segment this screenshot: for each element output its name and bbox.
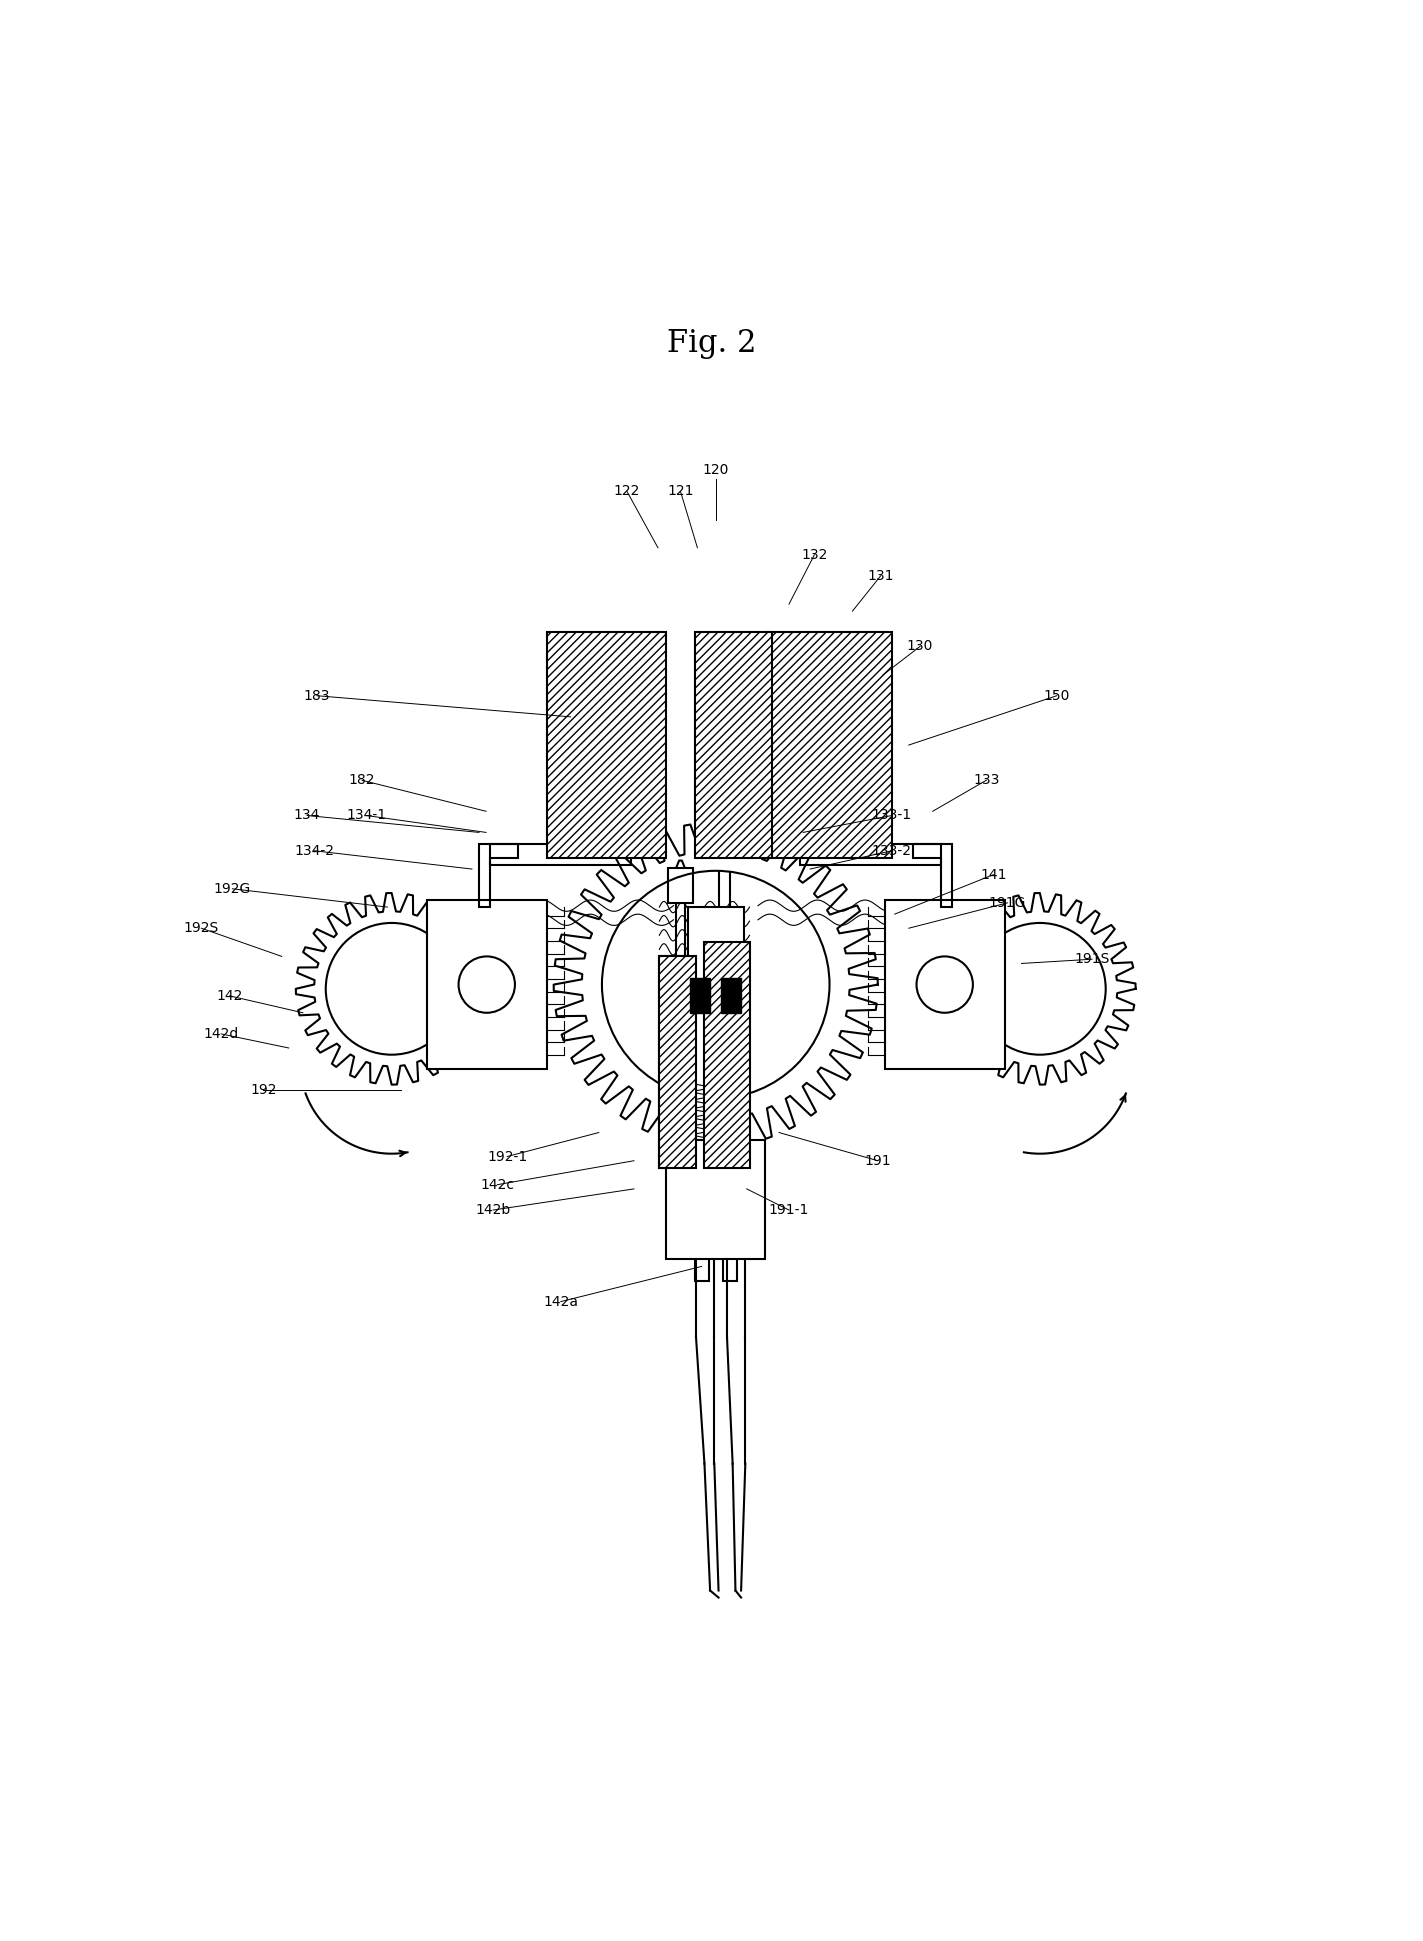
Bar [885, 901, 1005, 1069]
Text: 192-1: 192-1 [487, 1149, 528, 1163]
Bar [659, 957, 696, 1168]
Bar [427, 901, 546, 1069]
Text: 182: 182 [349, 773, 376, 788]
Text: 191: 191 [864, 1153, 891, 1168]
Bar [690, 978, 710, 1013]
Text: 132: 132 [801, 547, 828, 561]
Bar [694, 984, 709, 1281]
Bar [694, 633, 773, 858]
Bar [491, 844, 632, 866]
Bar [800, 844, 941, 866]
Text: 142d: 142d [203, 1027, 239, 1040]
Text: 191S: 191S [1074, 953, 1110, 967]
Bar [546, 633, 666, 858]
Bar [721, 978, 741, 1013]
Text: 141: 141 [980, 868, 1006, 881]
Text: 192G: 192G [213, 881, 250, 897]
Bar [766, 633, 892, 858]
Bar [687, 906, 744, 1118]
Bar [666, 1139, 766, 1260]
Bar [667, 868, 693, 903]
Text: 134-2: 134-2 [295, 844, 334, 858]
Text: 191G: 191G [989, 897, 1026, 910]
Text: Fig. 2: Fig. 2 [667, 328, 756, 359]
Text: 121: 121 [667, 485, 694, 499]
Text: 120: 120 [703, 464, 729, 477]
Text: 192S: 192S [184, 922, 219, 936]
Text: 142c: 142c [481, 1178, 514, 1192]
Text: 192: 192 [250, 1083, 276, 1097]
Text: 122: 122 [613, 485, 640, 499]
Text: 131: 131 [868, 569, 894, 582]
Bar [659, 957, 696, 1168]
Bar [723, 984, 737, 1281]
Text: 133-1: 133-1 [872, 809, 912, 823]
Text: 134-1: 134-1 [346, 809, 386, 823]
Text: 133: 133 [973, 773, 999, 788]
Bar [704, 941, 750, 1168]
Text: 142b: 142b [475, 1203, 511, 1217]
Text: 142: 142 [216, 988, 243, 1003]
Text: 133-2: 133-2 [872, 844, 912, 858]
Text: 130: 130 [906, 639, 933, 654]
Text: 183: 183 [303, 689, 330, 703]
Text: 134: 134 [295, 809, 320, 823]
Text: 150: 150 [1043, 689, 1070, 703]
Text: 142a: 142a [544, 1295, 578, 1308]
Text: 191-1: 191-1 [768, 1203, 810, 1217]
